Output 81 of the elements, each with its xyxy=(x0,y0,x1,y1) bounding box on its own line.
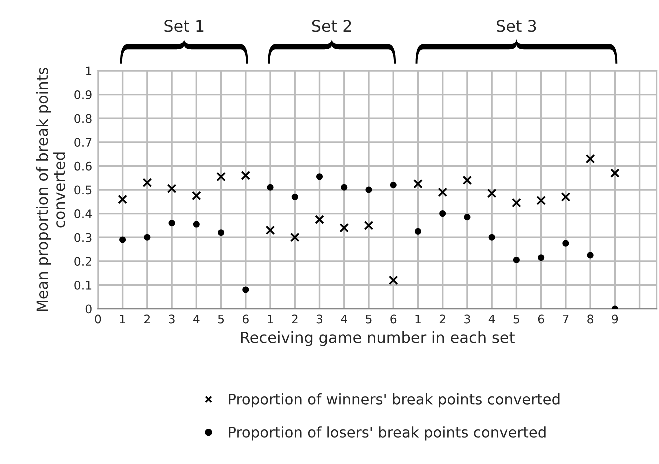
point xyxy=(242,286,250,294)
point xyxy=(388,276,398,286)
point xyxy=(488,234,496,241)
point xyxy=(487,188,497,198)
point xyxy=(167,184,177,194)
point xyxy=(610,168,620,178)
x-tick-label: 7 xyxy=(563,314,569,324)
x-tick-label: 4 xyxy=(341,314,348,324)
legend-label: Proportion of winners' break points converted xyxy=(229,394,560,408)
x-tick-label: 3 xyxy=(169,314,175,324)
point xyxy=(538,254,545,262)
y-tick-label: 0.3 xyxy=(74,233,92,242)
x-tick-label: 6 xyxy=(538,314,544,324)
y-tick-label: 0 xyxy=(86,304,92,314)
y-tick-label: 0.9 xyxy=(74,90,92,100)
point xyxy=(561,192,571,202)
point xyxy=(390,182,397,189)
x-tick-label: 9 xyxy=(612,314,618,324)
point xyxy=(341,184,348,191)
y-tick-label: 0.2 xyxy=(74,257,92,266)
point xyxy=(462,176,472,186)
y-tick-label: 0.5 xyxy=(74,186,92,195)
y-tick-label: 1 xyxy=(86,66,92,76)
point xyxy=(414,179,423,189)
x-tick-label: 2 xyxy=(292,314,298,324)
y-tick-label: 0.7 xyxy=(74,138,92,148)
point xyxy=(266,226,276,236)
point xyxy=(586,154,596,164)
point xyxy=(464,214,471,221)
point xyxy=(440,210,446,218)
point xyxy=(142,178,152,188)
x-tick-label: 3 xyxy=(464,314,470,324)
x-tick-label: 1 xyxy=(416,314,421,324)
x-tick-label: 6 xyxy=(390,314,397,324)
point xyxy=(316,174,324,180)
point xyxy=(241,171,251,180)
x-tick-label: 5 xyxy=(218,314,224,324)
point xyxy=(168,220,176,227)
y-tick-label: 0.1 xyxy=(74,280,92,290)
point xyxy=(292,194,298,200)
point xyxy=(315,215,324,224)
y-tick-label: 0.8 xyxy=(74,114,92,124)
point xyxy=(536,196,546,206)
point xyxy=(192,191,202,201)
point xyxy=(414,228,422,235)
x-axis-title: Receiving game number in each set xyxy=(241,332,515,346)
x-tick-label: 6 xyxy=(242,314,249,324)
point xyxy=(513,256,520,264)
x-tick-label: 1 xyxy=(268,314,274,324)
point xyxy=(193,221,200,228)
point xyxy=(216,172,226,182)
point xyxy=(587,252,594,259)
x-tick-label: 8 xyxy=(588,314,594,324)
point xyxy=(218,230,225,236)
point xyxy=(120,236,126,244)
x-tick-label: 5 xyxy=(514,314,520,324)
x-tick-label: 2 xyxy=(144,314,150,324)
x-tick-label: 2 xyxy=(440,314,446,324)
point xyxy=(364,221,374,230)
text: Set 1 xyxy=(164,20,204,32)
point xyxy=(267,184,274,191)
x-tick-label: 1 xyxy=(120,314,126,324)
point xyxy=(144,234,151,241)
point xyxy=(512,198,522,208)
x-tick-label: 5 xyxy=(366,314,372,324)
y-axis-title: Mean proportion of break points converted xyxy=(36,68,66,312)
y-tick-label: 0.6 xyxy=(74,162,92,171)
x-tick-label: 4 xyxy=(193,314,200,324)
point xyxy=(366,186,372,194)
point xyxy=(290,232,300,242)
x-tick-label: 3 xyxy=(316,314,323,324)
text: Set 2 xyxy=(312,20,352,32)
y-tick-label: 0.4 xyxy=(74,210,92,218)
point xyxy=(340,223,350,233)
text: Set 3 xyxy=(497,20,536,32)
point xyxy=(438,188,448,198)
x-tick-label: 0 xyxy=(95,314,102,324)
point xyxy=(118,194,128,204)
x-tick-label: 4 xyxy=(488,314,496,324)
legend-label: Proportion of losers' break points converted xyxy=(229,426,546,441)
point xyxy=(562,240,570,247)
